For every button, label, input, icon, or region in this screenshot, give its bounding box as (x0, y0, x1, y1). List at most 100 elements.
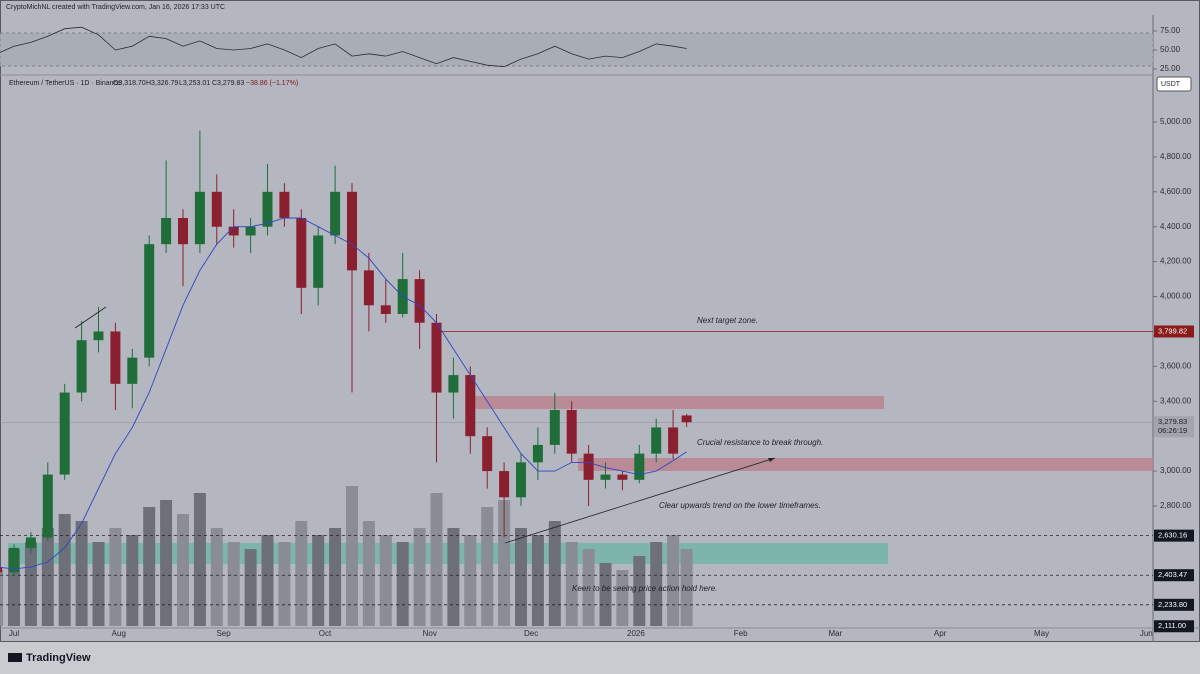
volume-bar (177, 514, 189, 626)
resistance-zone (468, 396, 884, 409)
y-tick-label: 4,200.00 (1160, 257, 1192, 266)
volume-bar (362, 521, 375, 626)
candle-body (600, 474, 611, 480)
candle-body (194, 191, 205, 245)
level-label-box (1154, 598, 1194, 611)
candle-body (59, 392, 70, 475)
x-tick-label: 2026 (627, 629, 645, 638)
candle-body (566, 410, 577, 454)
volume-bar (0, 570, 4, 626)
volume-bar (413, 528, 426, 626)
y-tick-label: 3,600.00 (1160, 361, 1192, 370)
volume-bar (616, 570, 629, 626)
candle-body (465, 375, 476, 437)
candle-body (127, 357, 138, 384)
footer-bar (0, 642, 1200, 674)
candle-body (347, 191, 357, 271)
volume-bar (109, 528, 122, 626)
candle-body (245, 226, 256, 236)
volume-bar (379, 535, 392, 626)
support-zone (578, 458, 1153, 471)
x-tick-label: Jun (1140, 629, 1153, 638)
level-label: 2,233.80 (1158, 600, 1187, 609)
candle-body (110, 331, 121, 384)
x-tick-label: Dec (524, 629, 538, 638)
volume-bar (244, 549, 257, 626)
volume-bar (582, 549, 595, 626)
candle-body (279, 191, 290, 218)
candle-body (363, 270, 374, 306)
trend-line (74, 306, 107, 329)
level-label: 2,403.47 (1158, 570, 1187, 579)
level-label: 2,630.16 (1158, 531, 1187, 540)
y-tick-label: 5,000.00 (1160, 117, 1192, 126)
level-label-box (1154, 529, 1194, 542)
candle-body (448, 375, 459, 393)
volume-bar (210, 528, 223, 626)
volume-bar (24, 542, 37, 626)
volume-bar (92, 542, 105, 626)
x-tick-label: Apr (934, 629, 947, 638)
volume-bar (261, 535, 274, 626)
annotation: Keen to be seeing price action hold here… (572, 584, 717, 593)
high: H3,326.79 (146, 80, 178, 87)
y-tick-label: 4,400.00 (1160, 222, 1192, 231)
candle-body (161, 218, 172, 245)
candle-body (431, 322, 442, 393)
candle-body (42, 474, 53, 538)
candle-body (668, 427, 679, 454)
rsi-line (0, 26, 687, 68)
candle-body (380, 305, 391, 314)
rsi-tick-label: 25.00 (1160, 64, 1181, 73)
volume-bar (41, 528, 54, 626)
currency-box[interactable] (1156, 76, 1192, 92)
candle-body (313, 235, 324, 288)
candle-body (76, 340, 87, 393)
arrow-head (768, 458, 775, 462)
volume-bar (329, 528, 342, 626)
x-tick-label: Oct (319, 629, 332, 638)
volume-bar (75, 521, 88, 626)
brand: TradingView (26, 652, 91, 664)
level-label-box (1154, 325, 1194, 338)
volume-bar (667, 535, 680, 626)
candle-body (0, 567, 3, 573)
y-tick-label: 3,000.00 (1160, 466, 1192, 475)
x-tick-label: Sep (216, 629, 231, 638)
candle-body (25, 537, 36, 548)
volume-bar (278, 542, 291, 626)
volume-bar (295, 521, 308, 626)
x-tick-label: Nov (423, 629, 437, 638)
x-tick-label: Feb (734, 629, 748, 638)
countdown: 06:26:19 (1158, 426, 1187, 435)
volume-bar (227, 542, 240, 626)
candle-body (9, 547, 19, 573)
level-label-box (1154, 620, 1194, 633)
volume-bar (515, 528, 527, 626)
y-tick-label: 4,600.00 (1160, 187, 1192, 196)
annotation: Next target zone. (697, 316, 758, 325)
marks: 5,000.00 4,800.00 4,600.00 4,400.00 4,200.00… (0, 26, 1194, 638)
open: O3,318.70 (113, 80, 146, 87)
volume-bar (58, 514, 71, 626)
volume-bar (312, 535, 325, 626)
credit: CryptoMichNL created with TradingView.co… (6, 4, 225, 11)
volume-bar (143, 507, 156, 626)
rsi-band (0, 32, 1154, 67)
candle-body (634, 453, 645, 480)
volume-bar (650, 542, 663, 626)
moving-average (0, 217, 687, 570)
close: C3,279.83 (212, 80, 244, 87)
currency[interactable]: USDT (1161, 81, 1181, 88)
candle-body (296, 218, 307, 288)
y-tick-label: 3,400.00 (1160, 396, 1192, 405)
candle-body (93, 331, 104, 341)
current-price-box (1154, 416, 1194, 438)
candle-body (144, 244, 155, 358)
volume-bar (396, 542, 409, 626)
candle-body (651, 427, 662, 454)
level-label: 3,799.82 (1158, 326, 1187, 335)
volume-bar (481, 507, 494, 626)
candle-body (211, 191, 222, 227)
